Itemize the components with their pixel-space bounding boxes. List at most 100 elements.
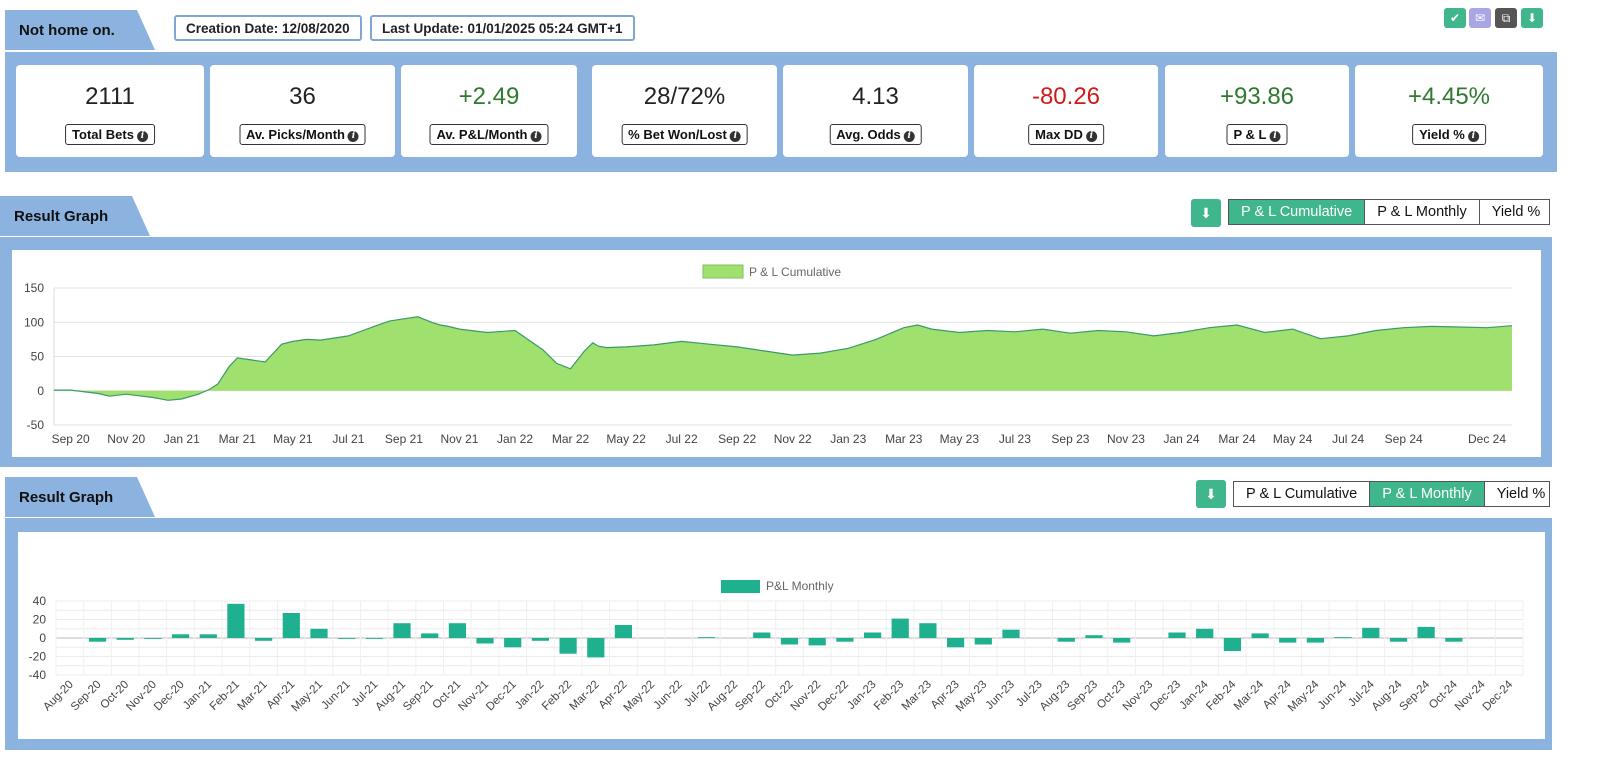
bar[interactable] bbox=[1223, 638, 1241, 651]
bar[interactable] bbox=[476, 638, 494, 644]
bar[interactable] bbox=[1002, 629, 1020, 638]
bar[interactable] bbox=[1417, 626, 1435, 638]
x-tick-label: May 23 bbox=[940, 432, 980, 446]
download-chart-button[interactable]: ⬇ bbox=[1191, 199, 1221, 227]
legend-swatch bbox=[702, 264, 744, 279]
info-icon[interactable]: i bbox=[136, 131, 148, 142]
bar[interactable] bbox=[255, 638, 273, 641]
x-tick-label: Nov-20 bbox=[124, 679, 159, 714]
bar[interactable] bbox=[116, 638, 134, 640]
tab-p-l-monthly[interactable]: P & L Monthly bbox=[1370, 482, 1485, 506]
info-icon[interactable]: i bbox=[1467, 131, 1479, 142]
bar[interactable] bbox=[1196, 628, 1214, 639]
monthly-graph-area: P&L Monthly 40 20 0 -20 -40 Aug-20 Sep-20 Oct-20… bbox=[18, 532, 1545, 739]
bar[interactable] bbox=[974, 638, 992, 645]
bar[interactable] bbox=[421, 633, 439, 638]
stat-label[interactable]: Av. Picks/Month i bbox=[239, 124, 366, 145]
mail-button[interactable]: ✉ bbox=[1469, 8, 1491, 28]
x-tick-label: May 21 bbox=[273, 432, 313, 446]
bar[interactable] bbox=[1362, 627, 1380, 638]
stat-label[interactable]: Total Bets i bbox=[65, 124, 155, 145]
info-icon[interactable]: i bbox=[903, 131, 915, 142]
bar[interactable] bbox=[199, 634, 217, 638]
bar[interactable] bbox=[1389, 638, 1408, 642]
tab-yield[interactable]: Yield % bbox=[1496, 486, 1546, 502]
bar[interactable] bbox=[1057, 638, 1075, 642]
bar[interactable] bbox=[1445, 638, 1463, 642]
y-tick-label: 20 bbox=[33, 613, 47, 627]
stat-label-text: % Bet Won/Lost bbox=[628, 127, 727, 142]
download-button[interactable]: ⬇ bbox=[1521, 8, 1543, 28]
bar[interactable] bbox=[864, 632, 882, 639]
tab-p-l-monthly[interactable]: P & L Monthly bbox=[1365, 200, 1480, 224]
x-tick-label: Sep-24 bbox=[1398, 678, 1433, 713]
stat-label[interactable]: Av. P&L/Month i bbox=[429, 124, 549, 145]
info-icon[interactable]: i bbox=[729, 131, 741, 142]
bar[interactable] bbox=[310, 628, 328, 639]
chart-legend[interactable]: P & L Cumulative bbox=[702, 264, 841, 279]
bar[interactable] bbox=[1334, 637, 1352, 638]
stat-card: -80.26 Max DD i bbox=[974, 65, 1158, 157]
bar[interactable] bbox=[836, 638, 854, 642]
bar[interactable] bbox=[448, 623, 466, 638]
bar[interactable] bbox=[227, 603, 245, 638]
legend-swatch bbox=[721, 580, 760, 593]
tab-p-l-cumulative[interactable]: P & L Cumulative bbox=[1229, 200, 1366, 224]
stat-card: 28/72% % Bet Won/Lost i bbox=[592, 65, 777, 157]
check-button[interactable]: ✔ bbox=[1444, 8, 1466, 28]
bar[interactable] bbox=[1168, 632, 1186, 639]
chart-legend[interactable]: P&L Monthly bbox=[721, 579, 834, 593]
bar[interactable] bbox=[587, 638, 605, 658]
stat-label-text: Max DD bbox=[1035, 127, 1083, 142]
x-tick-label: Dec-20 bbox=[152, 679, 187, 714]
bar[interactable] bbox=[282, 613, 300, 638]
x-tick-label: Nov 21 bbox=[440, 432, 478, 446]
stat-label[interactable]: Yield % i bbox=[1412, 124, 1486, 145]
bar[interactable] bbox=[393, 623, 411, 638]
stat-label[interactable]: Max DD i bbox=[1028, 124, 1104, 145]
stats-panel: 2111 Total Bets i 36 Av. Picks/Month i +2.49 Av… bbox=[5, 52, 1557, 172]
tab-yield[interactable]: Yield % bbox=[1491, 204, 1541, 220]
bar[interactable] bbox=[947, 638, 965, 648]
info-icon[interactable]: i bbox=[1269, 131, 1281, 142]
stat-card: 36 Av. Picks/Month i bbox=[210, 65, 395, 157]
bar[interactable] bbox=[1306, 638, 1324, 643]
bar[interactable] bbox=[614, 625, 632, 638]
bar[interactable] bbox=[697, 637, 716, 638]
bar[interactable] bbox=[172, 634, 190, 638]
bar[interactable] bbox=[144, 638, 162, 639]
bar[interactable] bbox=[780, 638, 799, 645]
x-tick-label: May-21 bbox=[290, 679, 326, 715]
bar[interactable] bbox=[808, 638, 826, 646]
stat-value: 4.13 bbox=[852, 83, 899, 110]
bar[interactable] bbox=[1085, 635, 1103, 638]
bar[interactable] bbox=[338, 638, 356, 639]
tab-p-l-cumulative[interactable]: P & L Cumulative bbox=[1234, 482, 1371, 506]
bar[interactable] bbox=[88, 638, 107, 642]
download-chart-button[interactable]: ⬇ bbox=[1196, 480, 1226, 508]
stat-label[interactable]: Avg. Odds i bbox=[829, 124, 922, 145]
stat-value: 2111 bbox=[85, 83, 135, 110]
x-tick-label: Jul 22 bbox=[666, 432, 698, 446]
bar[interactable] bbox=[1113, 638, 1131, 643]
x-tick-label: Sep 21 bbox=[385, 432, 423, 446]
stat-label-text: Av. Picks/Month bbox=[246, 127, 345, 142]
bar[interactable] bbox=[504, 638, 522, 648]
info-icon[interactable]: i bbox=[530, 131, 542, 142]
y-tick-label: 50 bbox=[31, 350, 45, 364]
bar[interactable] bbox=[1279, 638, 1297, 643]
bar[interactable] bbox=[559, 638, 577, 654]
page-title: Not home on. bbox=[19, 21, 115, 39]
copy-button[interactable]: ⧉ bbox=[1495, 8, 1517, 28]
bar[interactable] bbox=[919, 623, 937, 638]
bar[interactable] bbox=[753, 632, 771, 639]
page-title-tab: Not home on. bbox=[5, 10, 155, 50]
bar[interactable] bbox=[531, 638, 549, 641]
stat-label[interactable]: % Bet Won/Lost i bbox=[621, 124, 748, 145]
bar[interactable] bbox=[891, 618, 909, 638]
info-icon[interactable]: i bbox=[1085, 131, 1097, 142]
bar[interactable] bbox=[365, 638, 383, 639]
bar[interactable] bbox=[1251, 633, 1269, 638]
info-icon[interactable]: i bbox=[347, 131, 359, 142]
